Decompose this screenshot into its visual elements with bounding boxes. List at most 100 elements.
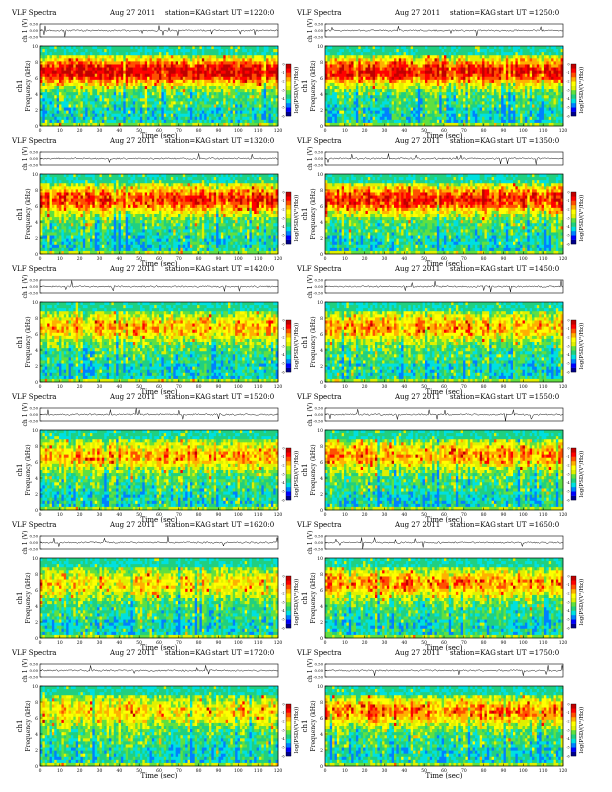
spectrogram-cell	[113, 110, 117, 114]
spectrogram-cell	[529, 55, 533, 59]
spectrogram-cell	[482, 104, 485, 108]
spectrogram-cell	[529, 52, 533, 56]
spectrogram-cell	[266, 73, 269, 78]
spectrogram-cell	[341, 79, 345, 84]
spectrogram-cell	[334, 79, 338, 84]
spectrogram-cell	[66, 98, 69, 102]
spectrogram-cell	[123, 98, 126, 102]
spectrogram-cell	[522, 119, 526, 124]
spectrogram-cell	[463, 73, 466, 78]
spectrogram-cell	[235, 95, 238, 99]
spectrogram-cell	[89, 58, 93, 62]
spectrogram-cell	[220, 76, 224, 81]
spectrogram-cell	[135, 82, 138, 87]
spectrogram-cell	[125, 92, 129, 96]
spectrogram-cell	[372, 113, 376, 118]
spectrogram-cell	[341, 119, 345, 124]
spectrogram-cell	[529, 89, 533, 93]
spectrogram-cell	[501, 89, 504, 93]
spectrogram-cell	[496, 67, 500, 71]
spectrogram-cell	[59, 107, 62, 111]
spectrogram-cell	[448, 122, 452, 127]
spectrogram-cell	[429, 52, 433, 56]
spectrogram-cell	[204, 64, 207, 68]
spectrogram-cell	[116, 95, 119, 99]
colorbar-tick-label: -5	[281, 106, 284, 110]
spectrogram-cell	[266, 64, 269, 68]
spectrogram-cell	[104, 113, 107, 118]
spectrogram-cell	[496, 49, 500, 53]
spectrogram-cell	[168, 101, 172, 105]
spectrogram-cell	[94, 122, 98, 127]
spectrogram-cell	[275, 89, 279, 93]
spectrogram-cell	[187, 104, 191, 108]
spectrogram-cell	[216, 67, 219, 71]
spectrogram-cell	[372, 122, 376, 127]
spectrogram-cell	[275, 113, 279, 118]
spectrogram-cell	[235, 113, 238, 118]
spectrogram-cell	[111, 89, 115, 93]
spectrogram-cell	[132, 95, 136, 99]
spectrogram-cell	[358, 52, 361, 56]
spectrogram-cell	[73, 107, 76, 111]
spectrogram-cell	[56, 113, 60, 118]
spectrogram-cell	[199, 76, 203, 81]
spectrogram-cell	[147, 104, 150, 108]
spectrogram-cell	[78, 79, 81, 84]
spectrogram-cell	[139, 122, 143, 127]
spectrogram-cell	[396, 107, 400, 111]
spectrogram-cell	[334, 122, 338, 127]
spectrogram-cell	[178, 116, 181, 121]
spectrogram-cell	[68, 92, 72, 96]
spectrogram-cell	[341, 61, 345, 65]
spectrogram-cell	[436, 70, 440, 74]
spectrogram-cell	[398, 107, 402, 111]
spectrogram-cell	[486, 107, 490, 111]
spectrogram-cell	[365, 95, 369, 99]
spectrogram-cell	[78, 101, 81, 105]
spectrogram-cell	[446, 104, 450, 108]
spectrogram-cell	[128, 67, 131, 71]
spectrogram-cell	[216, 86, 219, 90]
spectrogram-cell	[258, 92, 262, 96]
spectrogram-cell	[199, 92, 203, 96]
spectrogram-cell	[329, 95, 333, 99]
spectrogram-cell	[410, 70, 414, 74]
spectrogram-cell	[273, 89, 276, 93]
spectrogram-cell	[40, 110, 43, 114]
spectrogram-cell	[448, 46, 452, 50]
spectrogram-cell	[204, 67, 207, 71]
spectrogram-cell	[42, 107, 46, 111]
spectrogram-cell	[66, 55, 69, 59]
spectrogram-cell	[159, 67, 162, 71]
spectrogram-cell	[474, 110, 478, 114]
spectrogram-cell	[382, 73, 385, 78]
spectrogram-cell	[472, 98, 476, 102]
spectrogram-cell	[372, 104, 376, 108]
spectrogram-cell	[199, 49, 203, 53]
spectrogram-cell	[427, 98, 431, 102]
spectrogram-cell	[270, 89, 274, 93]
spectrogram-cell	[513, 116, 516, 121]
spectrogram-cell	[379, 116, 383, 121]
spectrogram-cell	[80, 104, 84, 108]
spectrogram-cell	[427, 101, 431, 105]
spectrogram-cell	[149, 86, 153, 90]
spectrogram-cell	[520, 67, 523, 71]
spectrogram-cell	[258, 82, 262, 87]
spectrogram-cell	[68, 104, 72, 108]
spectrogram-cell	[379, 64, 383, 68]
spectrogram-cell	[363, 49, 366, 53]
spectrogram-cell	[455, 52, 459, 56]
spectrogram-cell	[441, 49, 445, 53]
spectrogram-cell	[365, 79, 369, 84]
spectrogram-cell	[444, 92, 447, 96]
spectrogram-cell	[189, 55, 193, 59]
spectrogram-cell	[204, 79, 207, 84]
spectrogram-cell	[216, 73, 219, 78]
spectrogram-cell	[370, 107, 373, 111]
spectrogram-cell	[455, 79, 459, 84]
spectrogram-cell	[401, 79, 404, 84]
spectrogram-cell	[329, 49, 333, 53]
spectrogram-cell	[258, 70, 262, 74]
